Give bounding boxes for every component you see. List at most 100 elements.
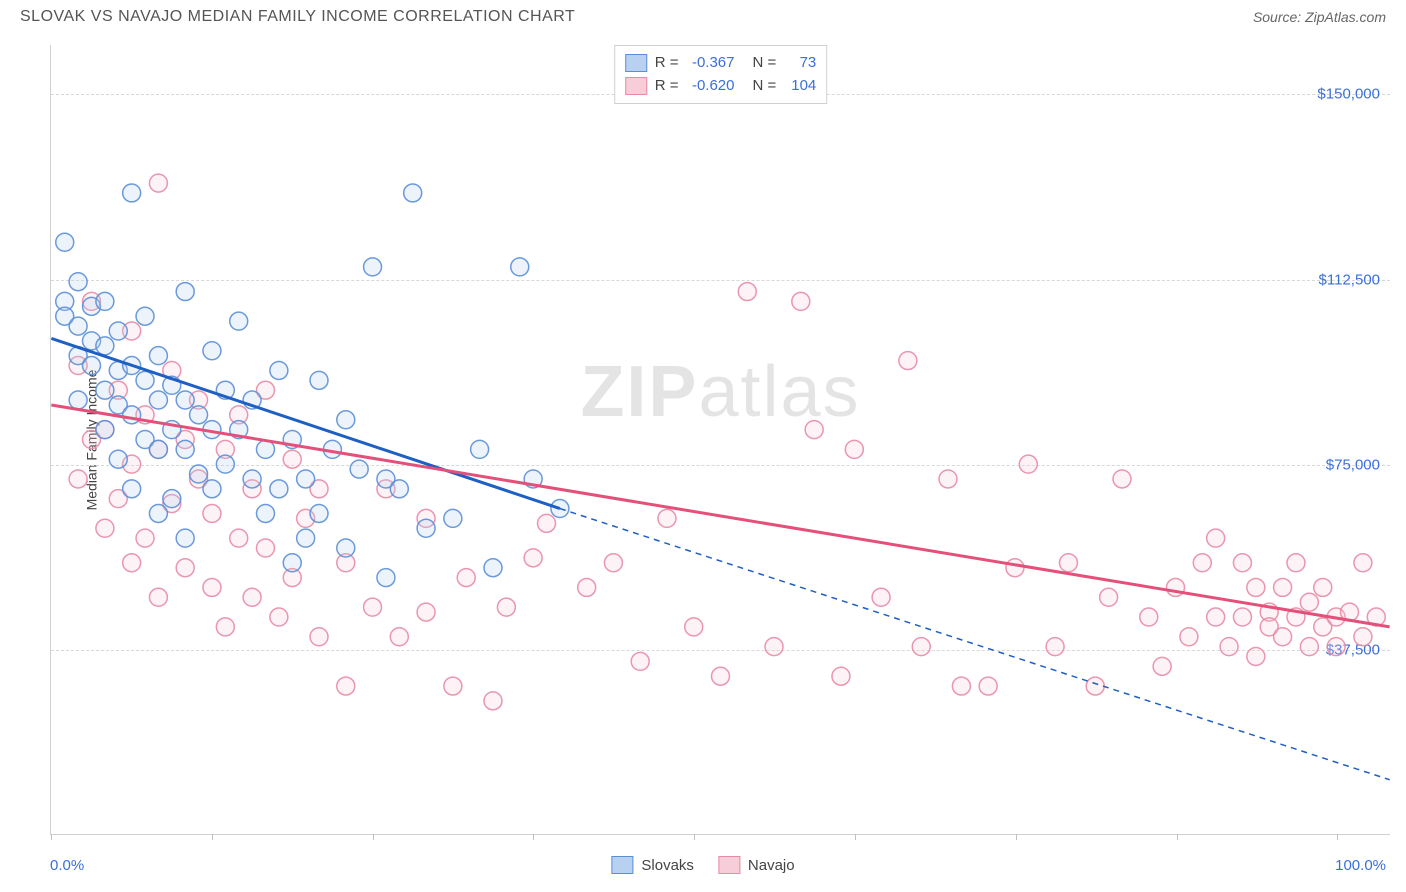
navajo-point: [765, 638, 783, 656]
navajo-point: [256, 539, 274, 557]
slovaks-point: [256, 504, 274, 522]
legend-item-navajo: Navajo: [718, 856, 795, 874]
slovaks-point: [149, 504, 167, 522]
navajo-point: [283, 450, 301, 468]
x-tick: [373, 834, 374, 840]
navajo-point: [243, 588, 261, 606]
navajo-point: [1113, 470, 1131, 488]
slovaks-point: [203, 480, 221, 498]
legend-swatch-slovaks-bottom: [611, 856, 633, 874]
x-axis-max-label: 100.0%: [1335, 857, 1386, 874]
slovaks-point: [149, 391, 167, 409]
slovaks-point: [471, 440, 489, 458]
navajo-point: [604, 554, 622, 572]
navajo-point: [1274, 578, 1292, 596]
x-tick: [51, 834, 52, 840]
navajo-point: [96, 519, 114, 537]
navajo-point: [149, 174, 167, 192]
legend-row-slovaks: R = -0.367 N = 73: [625, 52, 817, 75]
navajo-point: [1180, 628, 1198, 646]
slovaks-point: [404, 184, 422, 202]
slovaks-point: [444, 509, 462, 527]
slovaks-point: [96, 381, 114, 399]
legend-item-slovaks: Slovaks: [611, 856, 694, 874]
scatter-plot-svg: [51, 45, 1390, 834]
slovaks-point: [270, 480, 288, 498]
navajo-point: [979, 677, 997, 695]
legend-swatch-navajo-bottom: [718, 856, 740, 874]
navajo-point: [390, 628, 408, 646]
chart-title: SLOVAK VS NAVAJO MEDIAN FAMILY INCOME CO…: [20, 8, 575, 26]
slovaks-point: [149, 347, 167, 365]
slovaks-point: [190, 406, 208, 424]
navajo-point: [1233, 554, 1251, 572]
navajo-point: [832, 667, 850, 685]
source-attribution: Source: ZipAtlas.com: [1253, 9, 1386, 25]
slovaks-point: [511, 258, 529, 276]
slovaks-point: [56, 233, 74, 251]
x-tick: [1016, 834, 1017, 840]
navajo-point: [1100, 588, 1118, 606]
slovaks-point: [69, 317, 87, 335]
navajo-point: [1300, 593, 1318, 611]
navajo-point: [230, 529, 248, 547]
navajo-point: [1300, 638, 1318, 656]
navajo-point: [1046, 638, 1064, 656]
slovaks-point: [176, 440, 194, 458]
slovaks-point: [123, 184, 141, 202]
navajo-point: [952, 677, 970, 695]
slovaks-point: [216, 455, 234, 473]
slovaks-trendline-extrapolated: [560, 509, 1390, 780]
navajo-point: [69, 470, 87, 488]
navajo-point: [310, 628, 328, 646]
navajo-point: [712, 667, 730, 685]
navajo-point: [845, 440, 863, 458]
navajo-point: [1006, 559, 1024, 577]
x-tick: [533, 834, 534, 840]
slovaks-point: [297, 470, 315, 488]
navajo-point: [1354, 628, 1372, 646]
navajo-point: [1233, 608, 1251, 626]
legend-swatch-navajo: [625, 77, 647, 95]
navajo-point: [1287, 554, 1305, 572]
slovaks-point: [190, 465, 208, 483]
x-tick: [1177, 834, 1178, 840]
slovaks-point: [123, 406, 141, 424]
navajo-point: [203, 578, 221, 596]
x-tick: [694, 834, 695, 840]
slovaks-point: [230, 312, 248, 330]
x-axis-min-label: 0.0%: [50, 857, 84, 874]
navajo-point: [176, 559, 194, 577]
navajo-point: [1207, 529, 1225, 547]
navajo-point: [364, 598, 382, 616]
navajo-point: [149, 588, 167, 606]
legend-swatch-slovaks: [625, 54, 647, 72]
navajo-point: [538, 514, 556, 532]
navajo-point: [270, 608, 288, 626]
slovaks-point: [109, 322, 127, 340]
slovaks-point: [176, 529, 194, 547]
navajo-point: [792, 292, 810, 310]
slovaks-point: [256, 440, 274, 458]
navajo-point: [1247, 578, 1265, 596]
navajo-point: [1193, 554, 1211, 572]
navajo-point: [1059, 554, 1077, 572]
slovaks-point: [243, 470, 261, 488]
slovaks-point: [270, 361, 288, 379]
navajo-point: [417, 603, 435, 621]
navajo-point: [444, 677, 462, 695]
slovaks-point: [176, 283, 194, 301]
series-legend: Slovaks Navajo: [611, 856, 794, 874]
navajo-point: [1207, 608, 1225, 626]
navajo-point: [524, 549, 542, 567]
navajo-point: [658, 509, 676, 527]
slovaks-point: [149, 440, 167, 458]
slovaks-point: [176, 391, 194, 409]
slovaks-point: [136, 371, 154, 389]
navajo-point: [203, 504, 221, 522]
navajo-point: [457, 569, 475, 587]
navajo-point: [1314, 578, 1332, 596]
slovaks-point: [96, 292, 114, 310]
navajo-point: [631, 652, 649, 670]
navajo-point: [1086, 677, 1104, 695]
